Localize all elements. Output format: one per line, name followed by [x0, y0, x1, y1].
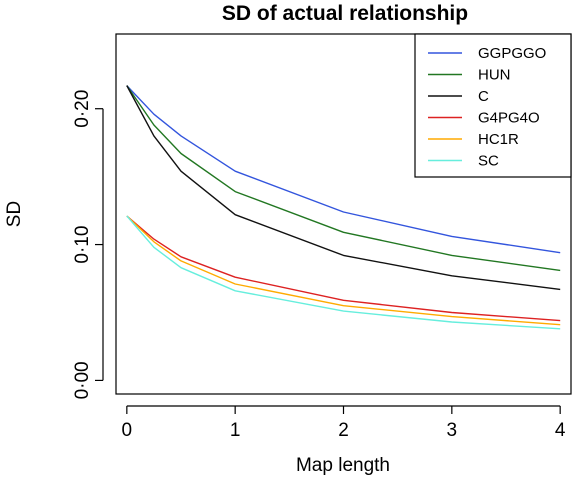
series-line-hc1r [126, 215, 561, 326]
x-tick-label: 0 [122, 420, 133, 441]
y-axis: 0·00 0·10 0·20 [72, 90, 104, 399]
series-line-hun [126, 85, 561, 272]
y-tick-label: 0·20 [72, 90, 93, 128]
legend-label: HC1R [478, 131, 519, 148]
legend-label: GGPGGO [478, 45, 546, 62]
x-axis: 0 1 2 3 4 [122, 405, 566, 441]
legend-label: G4PG4O [478, 110, 540, 127]
x-tick-label: 2 [338, 420, 349, 441]
y-tick-label: 0·00 [72, 361, 93, 399]
series-lines [126, 85, 561, 330]
x-tick-label: 1 [230, 420, 241, 441]
legend-box [414, 33, 572, 178]
legend-label: HUN [478, 67, 511, 84]
x-axis-label: Map length [296, 455, 390, 476]
series-line-g4pg4o [126, 215, 561, 322]
x-tick-label: 4 [555, 420, 566, 441]
series-line-sc [126, 215, 561, 330]
series-line-ggpggo [126, 85, 561, 254]
x-tick-label: 3 [447, 420, 458, 441]
legend-label: SC [478, 153, 499, 170]
y-axis-label: SD [4, 201, 25, 227]
legend-label: C [478, 88, 489, 105]
legend: GGPGGO HUN C G4PG4O HC1R SC [414, 33, 572, 178]
chart-title: SD of actual relationship [222, 2, 468, 25]
y-tick-label: 0·10 [72, 226, 93, 264]
series-line-c [126, 85, 561, 291]
plot-frame [115, 33, 572, 395]
